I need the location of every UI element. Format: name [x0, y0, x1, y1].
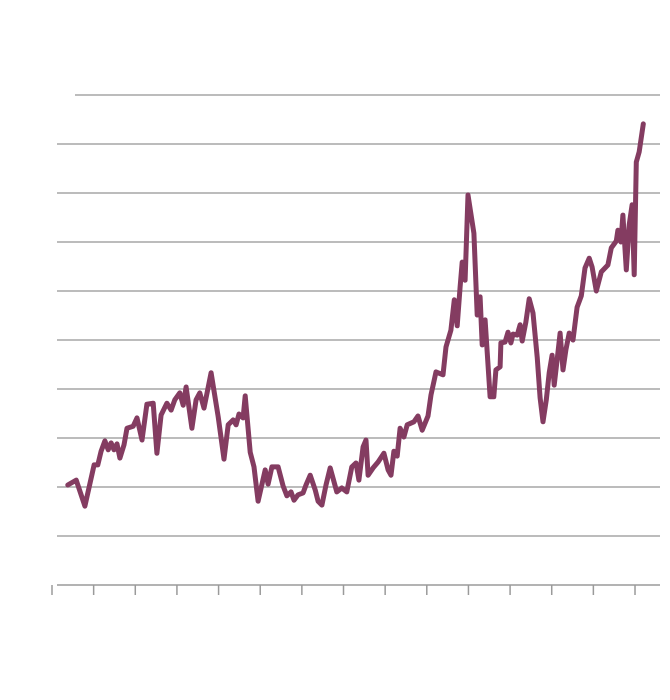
line [65, 121, 646, 509]
